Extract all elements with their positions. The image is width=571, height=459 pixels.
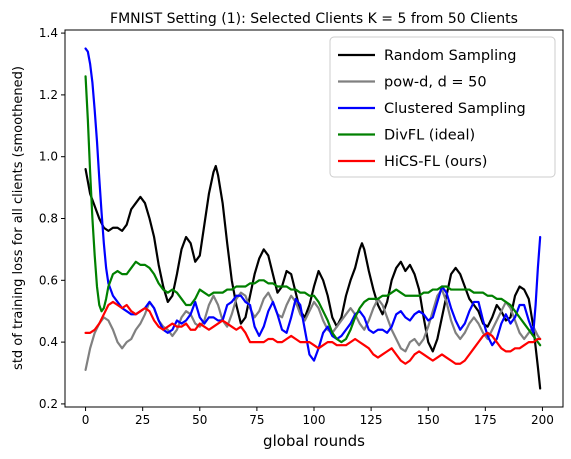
y-axis-ticks: 0.2 0.4 0.6 0.8 1.0 1.2 1.4 xyxy=(39,26,65,411)
series-lines xyxy=(84,47,542,390)
x-tick-label: 50 xyxy=(192,413,207,427)
y-tick-label: 1.2 xyxy=(39,88,58,102)
x-tick-label: 75 xyxy=(249,413,264,427)
plot-frame xyxy=(64,29,564,408)
x-tick-label: 175 xyxy=(474,413,497,427)
y-tick-label: 1.0 xyxy=(39,150,58,164)
legend-label: Clustered Sampling xyxy=(384,101,526,117)
x-tick-label: 125 xyxy=(360,413,383,427)
legend-box xyxy=(329,36,556,178)
y-axis-title: std of training loss for all clients (sm… xyxy=(11,66,26,370)
x-axis-ticks: 0 25 50 75 100 125 150 175 200 xyxy=(82,407,554,427)
y-tick-label: 0.4 xyxy=(39,335,58,349)
chart-title: FMNIST Setting (1): Selected Clients K =… xyxy=(110,11,518,27)
series-line-divfl-ideal xyxy=(84,75,542,347)
series-line-random-sampling xyxy=(84,164,542,390)
legend-label: HiCS-FL (ours) xyxy=(384,154,487,170)
series-line-hics-fl-ours xyxy=(84,300,542,365)
y-tick-label: 0.8 xyxy=(39,212,58,226)
legend-label: Random Sampling xyxy=(384,48,517,64)
legend-label: pow-d, d = 50 xyxy=(384,75,487,91)
x-tick-label: 200 xyxy=(531,413,554,427)
y-tick-label: 0.2 xyxy=(39,397,58,411)
x-tick-label: 100 xyxy=(303,413,326,427)
legend: Random Sampling pow-d, d = 50 Clustered Sa… xyxy=(329,36,556,178)
x-tick-label: 150 xyxy=(417,413,440,427)
y-tick-label: 1.4 xyxy=(39,26,58,40)
y-tick-label: 0.6 xyxy=(39,273,58,287)
x-tick-label: 25 xyxy=(135,413,150,427)
x-tick-label: 0 xyxy=(82,413,90,427)
x-axis-title: global rounds xyxy=(263,432,365,450)
legend-label: DivFL (ideal) xyxy=(384,128,475,144)
